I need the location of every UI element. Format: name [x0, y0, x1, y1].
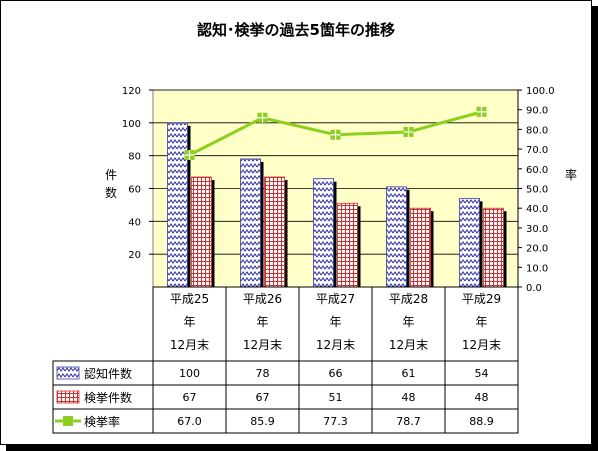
category-label: 年	[329, 315, 341, 329]
y2-axis-label: 率	[565, 167, 577, 182]
rate-point-cross	[257, 112, 268, 123]
legend-marker	[63, 416, 73, 426]
data-table: 平成25 年 12月末 平成26 年 12月末 平成27 年 12月末 平成28 年 12月末 平成29…	[52, 286, 519, 434]
bar-cleared	[410, 207, 431, 288]
y-tick-label: 40	[128, 217, 141, 228]
category-label: 平成28	[389, 292, 428, 306]
table-cell: 85.9	[250, 415, 275, 428]
table-cell: 48	[475, 391, 489, 404]
y2-tick-label: 40.0	[526, 204, 548, 215]
table-cell: 78	[256, 367, 270, 380]
legend-swatch	[56, 390, 80, 404]
rate-point-cross	[403, 126, 414, 137]
bar-recognized	[313, 178, 334, 288]
category-label: 12月末	[316, 338, 355, 352]
chart-title: 認知･検挙の過去5箇年の推移	[197, 21, 395, 39]
legend-label: 検挙件数	[84, 390, 132, 405]
y2-tick-label: 30.0	[526, 224, 548, 235]
table-body-bg	[152, 286, 519, 434]
table-cell: 78.7	[396, 415, 421, 428]
table-cell: 67	[183, 391, 197, 404]
category-label: 年	[402, 315, 414, 329]
chart-svg: 20 40 60 80 100 120 0.0 10.0 20.0 30.0 40.0 50.0 60.…	[52, 86, 577, 434]
y2-tick-label: 100.0	[526, 86, 555, 97]
rate-point-cross	[476, 106, 487, 117]
category-label: 12月末	[462, 338, 501, 352]
category-label: 平成29	[462, 292, 501, 306]
legend-label: 検挙率	[84, 414, 120, 429]
table-cell: 77.3	[323, 415, 348, 428]
bar-recognized	[240, 158, 261, 288]
table-cell: 66	[329, 367, 343, 380]
y2-tick-label: 60.0	[526, 165, 548, 176]
category-label: 平成26	[243, 292, 282, 306]
table-cell: 48	[402, 391, 416, 404]
y2-tick-label: 0.0	[526, 283, 542, 294]
table-cell: 61	[402, 367, 416, 380]
table-cell: 67	[256, 391, 270, 404]
bar-recognized	[459, 197, 480, 288]
table-cell: 88.9	[469, 415, 494, 428]
y-tick-label: 80	[128, 152, 141, 163]
y2-tick-label: 50.0	[526, 185, 548, 196]
category-label: 12月末	[389, 338, 428, 352]
axes: 20 40 60 80 100 120 0.0 10.0 20.0 30.0 40.0 50.0 60.…	[105, 86, 577, 294]
bars	[167, 122, 507, 288]
y2-tick-label: 90.0	[526, 106, 548, 117]
category-label: 年	[183, 315, 195, 329]
chart-frame: 認知･検挙の過去5箇年の推移 20 40 60 80 100 120 0.0 10.0 20.0…	[0, 0, 592, 445]
bar-cleared	[264, 176, 285, 288]
legend-swatch	[56, 366, 80, 380]
bar-recognized	[386, 186, 407, 288]
y-tick-label: 120	[122, 86, 141, 97]
table-cell: 67.0	[177, 415, 202, 428]
y2-tick-label: 10.0	[526, 263, 548, 274]
category-label: 年	[256, 315, 268, 329]
category-label: 12月末	[243, 338, 282, 352]
rate-point-cross	[184, 150, 195, 161]
y-tick-label: 100	[122, 119, 141, 130]
category-label: 平成25	[170, 292, 209, 306]
y-tick-label: 20	[128, 250, 141, 261]
y-axis-label: 数	[105, 185, 117, 200]
category-label: 年	[475, 315, 487, 329]
rate-line	[184, 106, 487, 161]
table-cell: 51	[329, 391, 343, 404]
bar-recognized	[167, 122, 188, 288]
bar-cleared	[337, 202, 358, 288]
table-cell: 100	[179, 367, 200, 380]
bar-cleared	[191, 176, 212, 288]
legend-label: 認知件数	[84, 366, 132, 381]
category-label: 12月末	[170, 338, 209, 352]
y2-tick-label: 70.0	[526, 145, 548, 156]
table-cell: 54	[475, 367, 489, 380]
y-axis-label: 件	[105, 168, 117, 182]
rate-point-cross	[330, 129, 341, 140]
category-label: 平成27	[316, 292, 355, 306]
y2-tick-label: 80.0	[526, 125, 548, 136]
y2-tick-label: 20.0	[526, 244, 548, 255]
bar-cleared	[483, 207, 504, 288]
y-tick-label: 60	[128, 185, 141, 196]
